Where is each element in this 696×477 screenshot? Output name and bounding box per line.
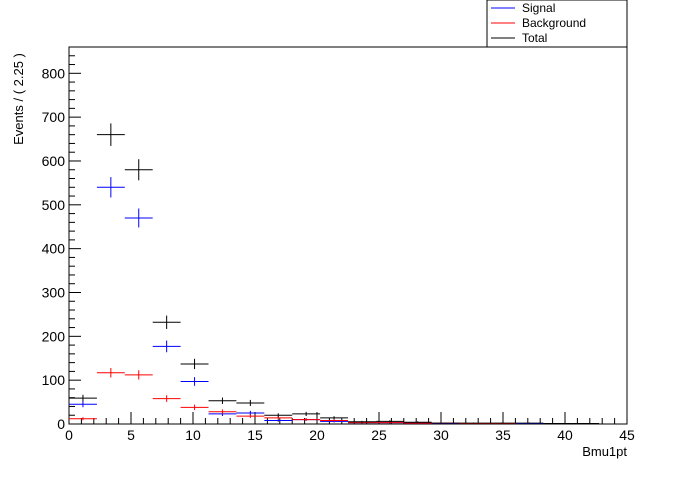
x-tick-label: 40 — [557, 427, 573, 443]
data-point — [208, 397, 237, 404]
data-point — [236, 414, 265, 418]
data-point — [320, 419, 348, 422]
data-point — [180, 404, 209, 411]
data-point — [487, 422, 516, 424]
x-axis-label: Bmu1pt — [582, 444, 627, 459]
data-point — [236, 399, 265, 406]
x-axis: 0 5 10 15 20 25 30 35 40 45 — [65, 412, 635, 443]
data-point — [69, 401, 97, 408]
data-point — [96, 367, 125, 378]
plot-frame — [68, 46, 628, 425]
data-point — [152, 395, 181, 402]
series-layer — [69, 123, 600, 425]
x-tick-label: 25 — [371, 427, 387, 443]
data-point — [320, 416, 348, 420]
legend-label: Signal — [522, 1, 555, 15]
data-point — [348, 420, 376, 423]
data-point — [96, 177, 125, 198]
data-point — [571, 423, 600, 425]
y-tick-label: 100 — [42, 372, 66, 388]
x-tick-label: 5 — [127, 427, 135, 443]
data-point — [264, 413, 293, 418]
data-point — [124, 208, 153, 228]
data-point — [292, 411, 321, 417]
legend-label: Total — [522, 31, 547, 45]
y-tick-label: 400 — [42, 241, 66, 257]
data-point — [292, 418, 321, 422]
x-tick-label: 35 — [495, 427, 511, 443]
data-point — [69, 394, 97, 402]
x-tick-label: 45 — [619, 427, 635, 443]
data-point — [124, 159, 153, 181]
data-point — [152, 340, 181, 353]
x-tick-label: 10 — [185, 427, 201, 443]
y-tick-label: 0 — [57, 416, 65, 432]
legend-label: Background — [522, 16, 586, 30]
y-axis-label: Events / ( 2.25 ) — [11, 53, 26, 145]
data-point — [96, 123, 125, 146]
data-point — [152, 315, 181, 329]
x-tick-label: 0 — [65, 427, 73, 443]
y-tick-label: 800 — [42, 65, 66, 81]
y-tick-label: 700 — [42, 109, 66, 125]
data-point — [69, 417, 97, 421]
data-point — [403, 421, 432, 424]
y-tick-label: 500 — [42, 197, 66, 213]
data-point — [124, 370, 153, 380]
data-point — [375, 420, 404, 423]
y-tick-label: 300 — [42, 284, 66, 300]
x-tick-label: 15 — [247, 427, 263, 443]
series-signal — [69, 177, 544, 425]
data-point — [208, 409, 237, 415]
y-tick-label: 600 — [42, 153, 66, 169]
x-tick-label: 20 — [309, 427, 325, 443]
y-axis: 0 100 200 300 400 500 600 700 800 — [42, 46, 81, 432]
data-point — [459, 422, 488, 424]
data-point — [543, 423, 572, 425]
data-point — [180, 377, 209, 386]
data-point — [431, 422, 460, 424]
y-tick-label: 200 — [42, 328, 66, 344]
data-point — [264, 419, 293, 422]
data-point — [180, 358, 209, 370]
x-tick-label: 30 — [433, 427, 449, 443]
series-total — [69, 123, 600, 425]
data-point — [515, 422, 544, 424]
